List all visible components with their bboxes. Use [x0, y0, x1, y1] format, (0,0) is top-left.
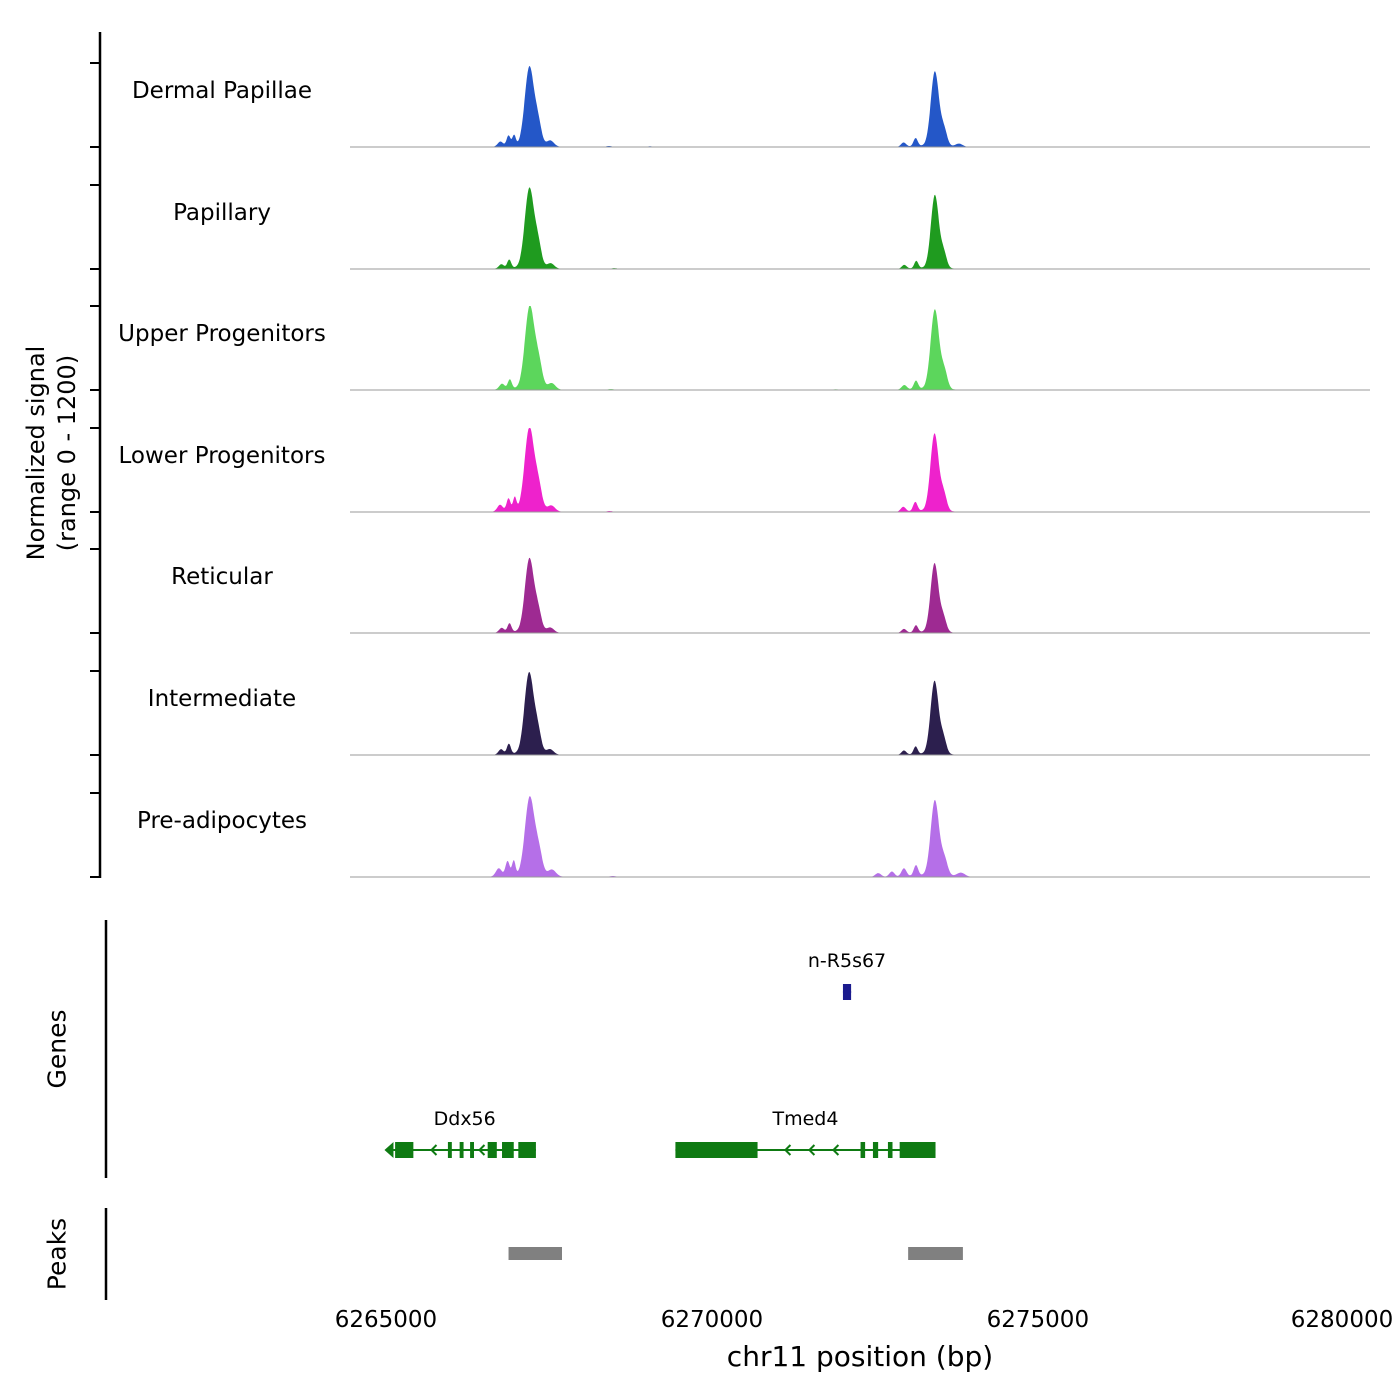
signal-area: [350, 187, 1370, 269]
gene-exon: [487, 1142, 497, 1158]
track-label-intermediate: Intermediate: [147, 686, 297, 712]
signal-area: [350, 428, 1370, 512]
track-label-upper-progenitors: Upper Progenitors: [118, 321, 326, 347]
gene-exon: [470, 1142, 474, 1158]
gene-exon: [899, 1142, 936, 1158]
strand-arrow-icon: [784, 1144, 792, 1156]
signal-area: [350, 557, 1370, 633]
track-label-reticular: Reticular: [171, 564, 273, 590]
gene-exon: [447, 1142, 452, 1158]
x-tick-label: 6270000: [660, 1307, 764, 1333]
gene-exon: [518, 1142, 536, 1158]
y-axis-label: Normalized signal (range 0 - 1200): [21, 345, 81, 561]
gene-direction-arrowhead-icon: [384, 1142, 394, 1158]
gene-exon: [842, 984, 852, 1000]
strand-arrow-icon: [832, 1144, 840, 1156]
x-tick-label: 6280000: [1290, 1307, 1394, 1333]
x-axis-title: chr11 position (bp): [726, 1340, 994, 1373]
track-label-pre-adipocytes: Pre-adipocytes: [136, 808, 308, 834]
gene-exon: [395, 1142, 414, 1158]
gene-label-Tmed4: Tmed4: [772, 1108, 839, 1130]
gene-label-n-R5s67: n-R5s67: [807, 950, 887, 972]
gene-exon: [887, 1142, 893, 1158]
gene-exon: [675, 1142, 758, 1158]
gene-exon: [872, 1142, 879, 1158]
x-tick-label: 6265000: [334, 1307, 438, 1333]
track-label-dermal-papillae: Dermal Papillae: [131, 78, 313, 104]
gene-label-Ddx56: Ddx56: [433, 1108, 496, 1130]
signal-area: [350, 306, 1370, 390]
signal-area: [350, 66, 1370, 147]
signal-area: [350, 671, 1370, 755]
gene-exon: [860, 1142, 866, 1158]
x-tick-label: 6275000: [986, 1307, 1090, 1333]
strand-arrow-icon: [430, 1144, 438, 1156]
strand-arrow-icon: [808, 1144, 816, 1156]
gene-exon: [459, 1142, 464, 1158]
strand-arrow-icon: [478, 1144, 486, 1156]
peaks-section-label: Peaks: [42, 1217, 72, 1291]
peak-call-box: [508, 1247, 562, 1260]
genes-section-label: Genes: [42, 1009, 72, 1089]
gene-exon: [502, 1142, 514, 1158]
track-label-papillary: Papillary: [173, 200, 271, 226]
track-label-lower-progenitors: Lower Progenitors: [118, 443, 326, 469]
peak-call-box: [908, 1247, 963, 1260]
signal-area: [350, 796, 1370, 877]
